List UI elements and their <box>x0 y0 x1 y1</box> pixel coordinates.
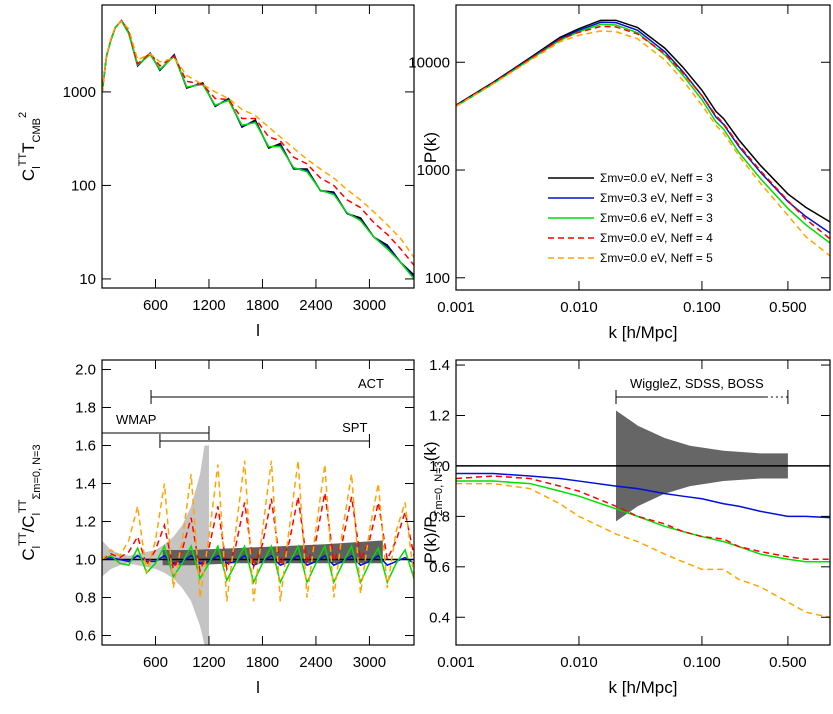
x-tick-label: 3000 <box>353 654 386 671</box>
x-tick-label: 1800 <box>246 654 279 671</box>
plot-area <box>456 19 830 257</box>
x-tick-label: 0.100 <box>683 654 721 671</box>
legend-label: Σmν=0.3 eV, Neff = 3 <box>600 191 713 205</box>
y-axis-label-part: TT <box>17 499 29 513</box>
y-axis-label-part: 2 <box>17 112 29 118</box>
x-tick-label: 0.010 <box>560 654 598 671</box>
y-tick-label: 2.0 <box>75 362 96 379</box>
y-axis-label-part: T <box>19 143 38 153</box>
data-line <box>102 20 414 280</box>
y-axis-label-part: Σm=0, N=3 <box>433 461 445 516</box>
y-tick-label: 1.0 <box>429 458 450 475</box>
range-label: ACT <box>358 376 384 391</box>
axes-frame <box>455 359 831 646</box>
y-axis-label: P(k)/PΣm=0, N=3(k) <box>421 441 445 563</box>
error-band <box>102 445 209 645</box>
plot-area <box>102 19 414 280</box>
y-tick-label: 10000 <box>408 54 450 71</box>
y-tick-label: 0.6 <box>75 628 96 645</box>
x-tick-label: 600 <box>143 297 168 314</box>
x-axis-label: l <box>256 321 260 340</box>
range-label: WMAP <box>116 412 156 427</box>
x-tick-label: 0.010 <box>560 299 598 316</box>
data-line <box>102 19 414 278</box>
y-tick-label: 1.4 <box>75 476 96 493</box>
legend-label: Σmν=0.0 eV, Neff = 4 <box>600 231 713 245</box>
y-tick-label: 0.6 <box>429 559 450 576</box>
x-axis-label: k [h/Mpc] <box>609 678 678 697</box>
data-line <box>456 30 830 257</box>
y-tick-label: 1.0 <box>75 552 96 569</box>
x-tick-label: 1200 <box>192 654 225 671</box>
y-axis-label-part: (k) <box>421 441 440 461</box>
y-tick-label: 1.4 <box>429 357 450 374</box>
x-tick-label: 2400 <box>299 654 332 671</box>
data-line <box>102 20 414 258</box>
data-line <box>456 21 830 234</box>
y-tick-label: 100 <box>425 270 450 287</box>
plot-area <box>102 445 414 645</box>
axes-frame <box>101 359 415 646</box>
data-line <box>102 460 414 602</box>
y-axis-label-part: P(k) <box>421 132 440 163</box>
x-tick-label: 1800 <box>246 297 279 314</box>
y-axis-label: ClTT/ClTTΣm=0, N=3 <box>17 444 43 560</box>
y-axis-label-part: TT <box>17 153 29 167</box>
y-axis-label-part: C <box>19 548 38 560</box>
x-tick-label: 600 <box>143 654 168 671</box>
x-tick-label: 0.100 <box>683 299 721 316</box>
y-tick-label: 1.6 <box>75 438 96 455</box>
y-tick-label: 0.8 <box>429 508 450 525</box>
y-tick-label: 1.2 <box>429 407 450 424</box>
x-tick-label: 3000 <box>353 297 386 314</box>
x-tick-label: 0.500 <box>769 654 807 671</box>
data-line <box>102 492 414 574</box>
data-line <box>456 23 830 244</box>
y-axis-label-part: TT <box>17 532 29 546</box>
y-axis-label-part: C <box>19 169 38 181</box>
x-tick-label: 1200 <box>192 297 225 314</box>
y-tick-label: 0.8 <box>75 590 96 607</box>
data-line <box>102 19 414 276</box>
x-axis-label: l <box>256 678 260 697</box>
range-label: SPT <box>342 420 367 435</box>
y-axis-label-part: l <box>31 513 43 515</box>
data-line <box>456 482 830 618</box>
y-tick-label: 10 <box>79 271 96 288</box>
y-tick-label: 0.4 <box>429 609 450 626</box>
legend-label: Σmν=0.0 eV, Neff = 5 <box>600 251 713 265</box>
data-line <box>456 19 830 223</box>
y-tick-label: 1000 <box>417 162 450 179</box>
x-tick-label: 0.001 <box>437 299 475 316</box>
y-tick-label: 100 <box>71 177 96 194</box>
y-axis-label-part: /C <box>19 515 38 532</box>
y-axis-label-part: Σm=0, N=3 <box>31 444 43 499</box>
range-label: WiggleZ, SDSS, BOSS <box>630 376 764 391</box>
x-axis-label: k [h/Mpc] <box>609 323 678 342</box>
y-tick-label: 1.8 <box>75 400 96 417</box>
data-line <box>456 480 830 563</box>
x-tick-label: 0.001 <box>437 654 475 671</box>
axes-frame <box>101 4 415 289</box>
y-axis-label: P(k) <box>421 132 440 163</box>
legend-label: Σmν=0.6 eV, Neff = 3 <box>600 211 713 225</box>
y-tick-label: 1000 <box>63 84 96 101</box>
y-tick-label: 1.2 <box>75 514 96 531</box>
y-axis-label-part: P(k)/P <box>421 516 440 563</box>
axes-frame <box>455 4 831 291</box>
y-axis-label-part: l <box>31 546 43 548</box>
y-axis-label-part: l <box>31 166 43 168</box>
data-line <box>456 475 830 560</box>
legend-label: Σmν=0.0 eV, Neff = 3 <box>600 171 713 185</box>
y-axis-label: ClTTTCMB2 <box>17 112 43 181</box>
data-line <box>456 25 830 240</box>
x-tick-label: 0.500 <box>769 299 807 316</box>
y-axis-label-part: CMB <box>31 118 43 142</box>
plot-area <box>456 410 830 618</box>
x-tick-label: 2400 <box>299 297 332 314</box>
data-line <box>456 472 830 519</box>
